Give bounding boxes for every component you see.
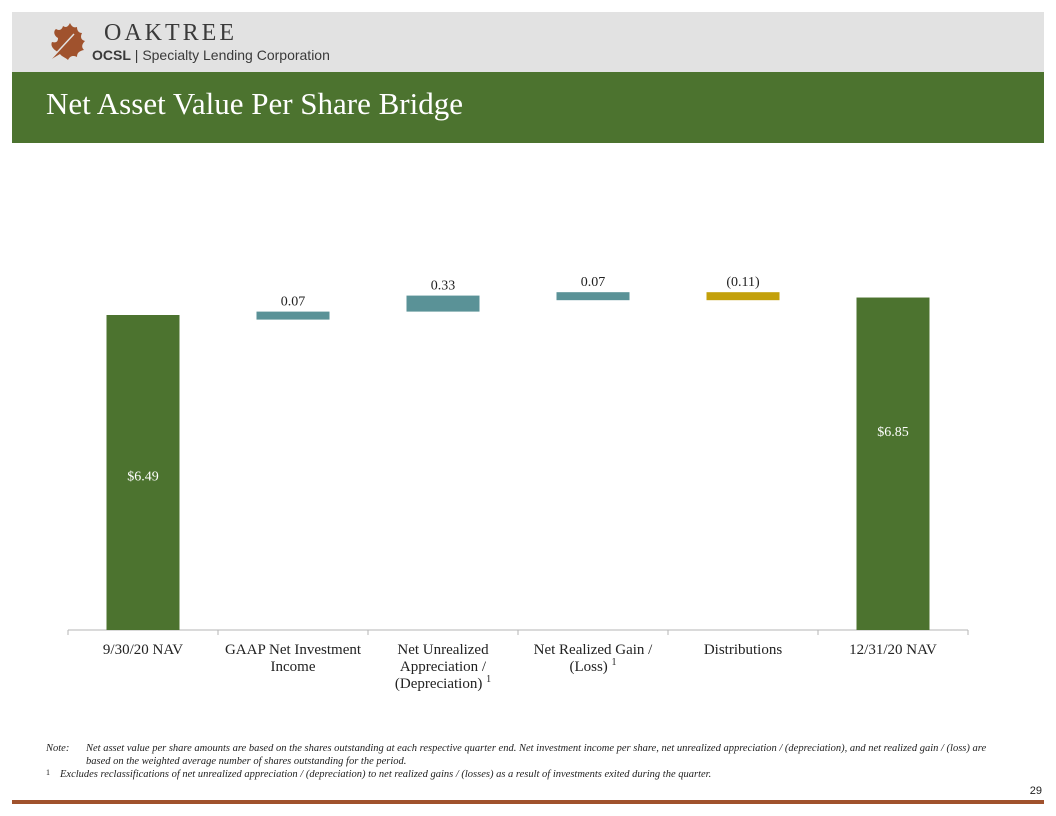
logo-separator: | [134, 47, 139, 63]
data-label: $6.49 [127, 470, 159, 485]
category-label: 9/30/20 NAV [103, 642, 183, 658]
category-label: (Loss) 1 [569, 657, 616, 675]
category-label: Distributions [704, 642, 783, 658]
bar-4 [556, 292, 630, 301]
logo-subtitle: OCSL | Specialty Lending Corporation [92, 47, 330, 63]
bar-3 [406, 295, 480, 312]
category-label: Net Realized Gain / [534, 642, 654, 658]
page-title: Net Asset Value Per Share Bridge [46, 86, 463, 121]
waterfall-chart: $6.49 9/30/20 NAV 0.07 GAAP Net InvestmentI… [67, 275, 969, 692]
category-label: (Depreciation) 1 [395, 674, 491, 692]
footnote-text: Excludes reclassifications of net unreal… [60, 769, 712, 780]
data-label: 0.33 [431, 279, 456, 294]
bar-1 [106, 315, 180, 630]
footer-rule [12, 800, 1044, 804]
header-bar: OAKTREE OCSL | Specialty Lending Corpora… [12, 12, 1044, 72]
title-bar: Net Asset Value Per Share Bridge [12, 72, 1044, 143]
category-footnote-marker: 1 [486, 674, 491, 685]
data-label: $6.85 [877, 425, 909, 440]
category-label: GAAP Net Investment [225, 642, 362, 658]
footnote-marker: 1 [46, 768, 50, 777]
bar-2 [256, 311, 330, 320]
data-label: 0.07 [281, 295, 306, 310]
category-label: Net Unrealized [397, 642, 489, 658]
data-label: 0.07 [581, 275, 606, 290]
logo-wordmark: OAKTREE [104, 20, 237, 46]
category-label: 12/31/20 NAV [849, 642, 937, 658]
note-text: Net asset value per share amounts are ba… [86, 743, 987, 767]
note-label: Note: [46, 743, 70, 754]
note: Note: Net asset value per share amounts … [46, 742, 1006, 768]
category-footnote-marker: 1 [612, 657, 617, 668]
data-label: (0.11) [726, 275, 760, 290]
footnote: 1 Excludes reclassifications of net unre… [46, 768, 1006, 781]
page-number: 29 [1029, 785, 1042, 797]
logo-ticker: OCSL [92, 47, 131, 63]
logo-company: Specialty Lending Corporation [142, 47, 330, 63]
oak-leaf-icon [49, 23, 85, 61]
bar-6 [856, 297, 930, 630]
category-label: Appreciation / [400, 659, 487, 675]
notes-section: Note: Net asset value per share amounts … [46, 742, 1006, 781]
bar-5 [706, 292, 780, 301]
category-label: Income [271, 659, 316, 675]
